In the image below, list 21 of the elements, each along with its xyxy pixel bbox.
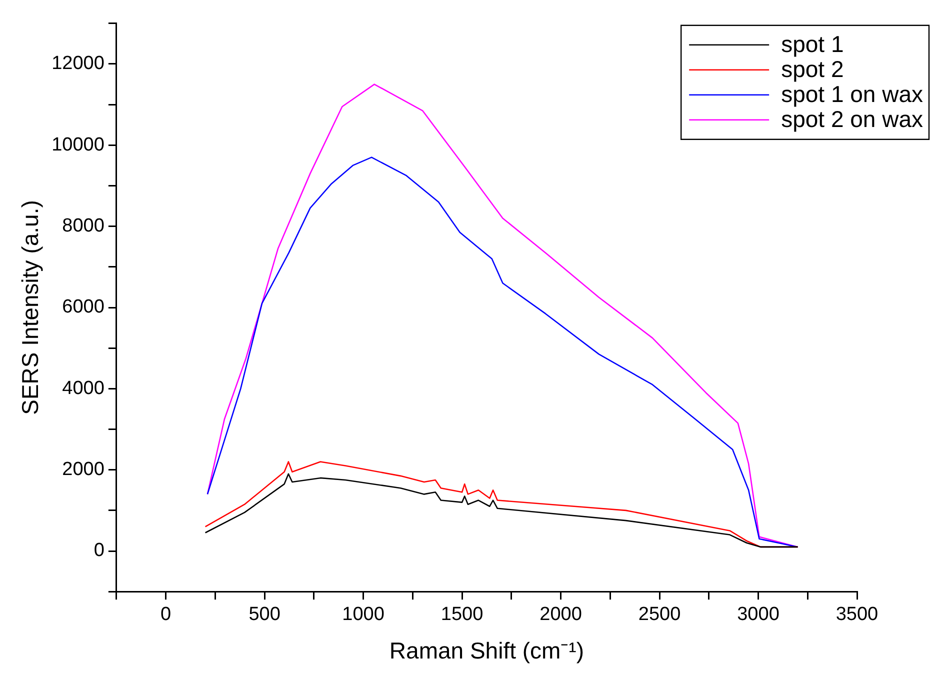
x-tick-label: 2500 [638, 604, 681, 626]
legend-label: spot 1 [781, 31, 844, 58]
legend-label: spot 2 [781, 56, 844, 82]
x-tick-label: 500 [248, 604, 280, 626]
legend-label: spot 2 on wax [781, 106, 924, 132]
y-tick-label: 0 [94, 540, 104, 562]
y-tick-label: 8000 [62, 216, 104, 237]
y-tick-label: 4000 [62, 378, 104, 399]
x-tick-label: 1500 [440, 604, 484, 626]
y-tick-label: 12000 [52, 53, 104, 74]
x-tick-label: 3500 [836, 604, 878, 626]
y-tick-label: 10000 [52, 134, 104, 156]
x-tick-label: 0 [160, 604, 172, 626]
legend-label: spot 1 on wax [781, 81, 924, 108]
y-axis-title: SERS Intensity (a.u.) [17, 200, 44, 415]
y-tick-label: 6000 [62, 296, 104, 318]
y-tick-label: 2000 [62, 459, 104, 480]
x-tick-label: 1000 [342, 604, 384, 626]
x-tick-label: 3000 [737, 604, 780, 626]
x-axis-title: Raman Shift (cm⁻¹) [389, 638, 584, 664]
x-tick-label: 2000 [540, 604, 582, 626]
